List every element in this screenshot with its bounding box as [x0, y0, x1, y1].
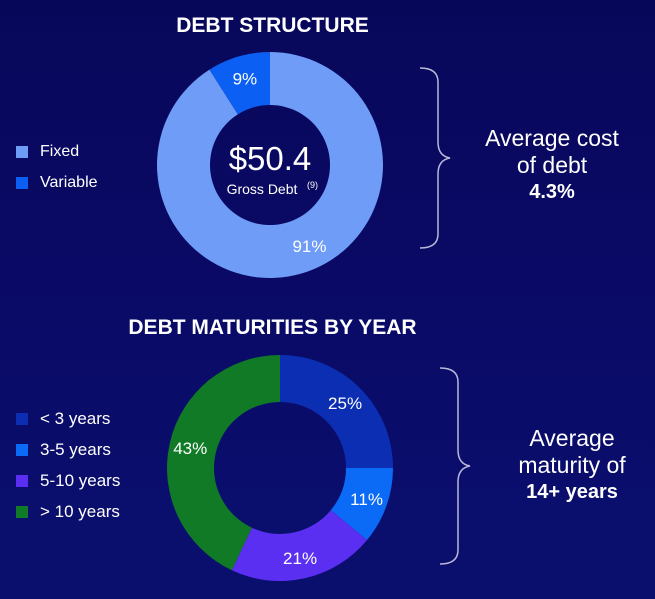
legend-item: 5-10 years — [16, 465, 120, 496]
center-value: $50.4 — [229, 140, 312, 177]
legend-2: < 3 years 3-5 years 5-10 years > 10 year… — [16, 403, 120, 527]
avg-maturity-text: Average maturity of 14+ years — [482, 425, 655, 506]
legend-item: > 10 years — [16, 496, 120, 527]
data-label: 21% — [283, 549, 317, 568]
donut-debt-maturities: 25% 11% 21% 43% — [167, 355, 393, 581]
side-line: of debt — [516, 152, 588, 178]
side-line: maturity of — [518, 452, 626, 478]
avg-maturity-value: 14+ years — [526, 481, 618, 503]
slice-fixed — [156, 52, 383, 278]
legend-item: < 3 years — [16, 403, 120, 434]
data-label: 43% — [173, 439, 207, 458]
brace-2 — [439, 367, 471, 565]
legend-swatch — [16, 474, 28, 487]
legend-label: Variable — [40, 173, 98, 191]
legend-label: > 10 years — [40, 501, 120, 521]
legend-item: Variable — [16, 167, 98, 198]
center-footnote: (9) — [307, 180, 318, 190]
legend-label: Fixed — [40, 142, 80, 160]
legend-swatch — [16, 443, 28, 456]
legend-swatch — [16, 176, 28, 189]
chart2-title: DEBT MATURITIES BY YEAR — [128, 316, 417, 339]
data-label: 25% — [328, 394, 362, 413]
side-line: Average — [529, 425, 615, 451]
avg-cost-text: Average cost of debt 4.3% — [462, 125, 642, 206]
slice-5-10-years — [231, 510, 368, 581]
slice-3-years — [280, 355, 393, 468]
legend-swatch — [16, 412, 28, 425]
data-label: 11% — [350, 490, 383, 509]
avg-cost-value: 4.3% — [529, 181, 575, 203]
legend-item: Fixed — [16, 136, 98, 167]
center-label: Gross Debt — [227, 181, 298, 197]
legend-label: < 3 years — [40, 408, 111, 428]
legend-item: 3-5 years — [16, 434, 120, 465]
legend-swatch — [16, 505, 28, 518]
brace-1 — [419, 67, 451, 249]
slice-3-5-years — [330, 468, 393, 541]
donut-debt-structure: 91% 9% — [156, 52, 383, 278]
data-label: 9% — [233, 70, 258, 89]
data-label: 91% — [292, 237, 326, 256]
side-line: Average cost — [485, 125, 619, 151]
chart1-title: DEBT STRUCTURE — [176, 14, 369, 37]
legend-label: 5-10 years — [40, 470, 121, 490]
slice-variable — [209, 52, 270, 115]
legend-swatch — [16, 145, 28, 158]
legend-1: Fixed Variable — [16, 136, 98, 198]
legend-label: 3-5 years — [40, 439, 111, 459]
slice-10-years — [167, 355, 280, 571]
